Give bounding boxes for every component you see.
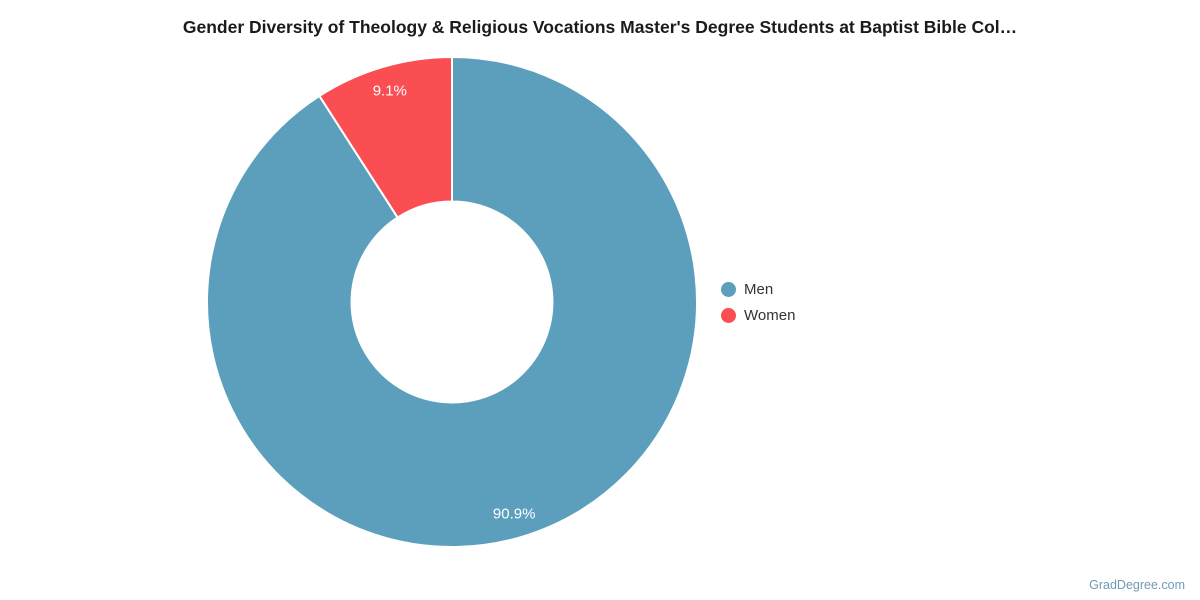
pie-slice-men[interactable] <box>206 56 698 548</box>
donut-slices: 90.9% 9.1% <box>206 56 698 548</box>
legend-marker-men-icon <box>721 281 736 297</box>
legend-label-women: Women <box>744 306 796 324</box>
legend-item-men[interactable]: Men <box>721 276 795 302</box>
slice-label-men: 90.9% <box>493 506 536 523</box>
legend-item-women[interactable]: Women <box>721 302 795 328</box>
pie-slice-women[interactable] <box>318 56 453 219</box>
watermark-link[interactable]: GradDegree.com <box>1089 578 1185 592</box>
chart-title: Gender Diversity of Theology & Religious… <box>182 17 1018 37</box>
slice-label-women: 9.1% <box>373 82 407 99</box>
legend-marker-women-icon <box>721 307 736 323</box>
legend-label-men: Men <box>744 280 774 298</box>
legend: Men Women <box>721 276 795 328</box>
